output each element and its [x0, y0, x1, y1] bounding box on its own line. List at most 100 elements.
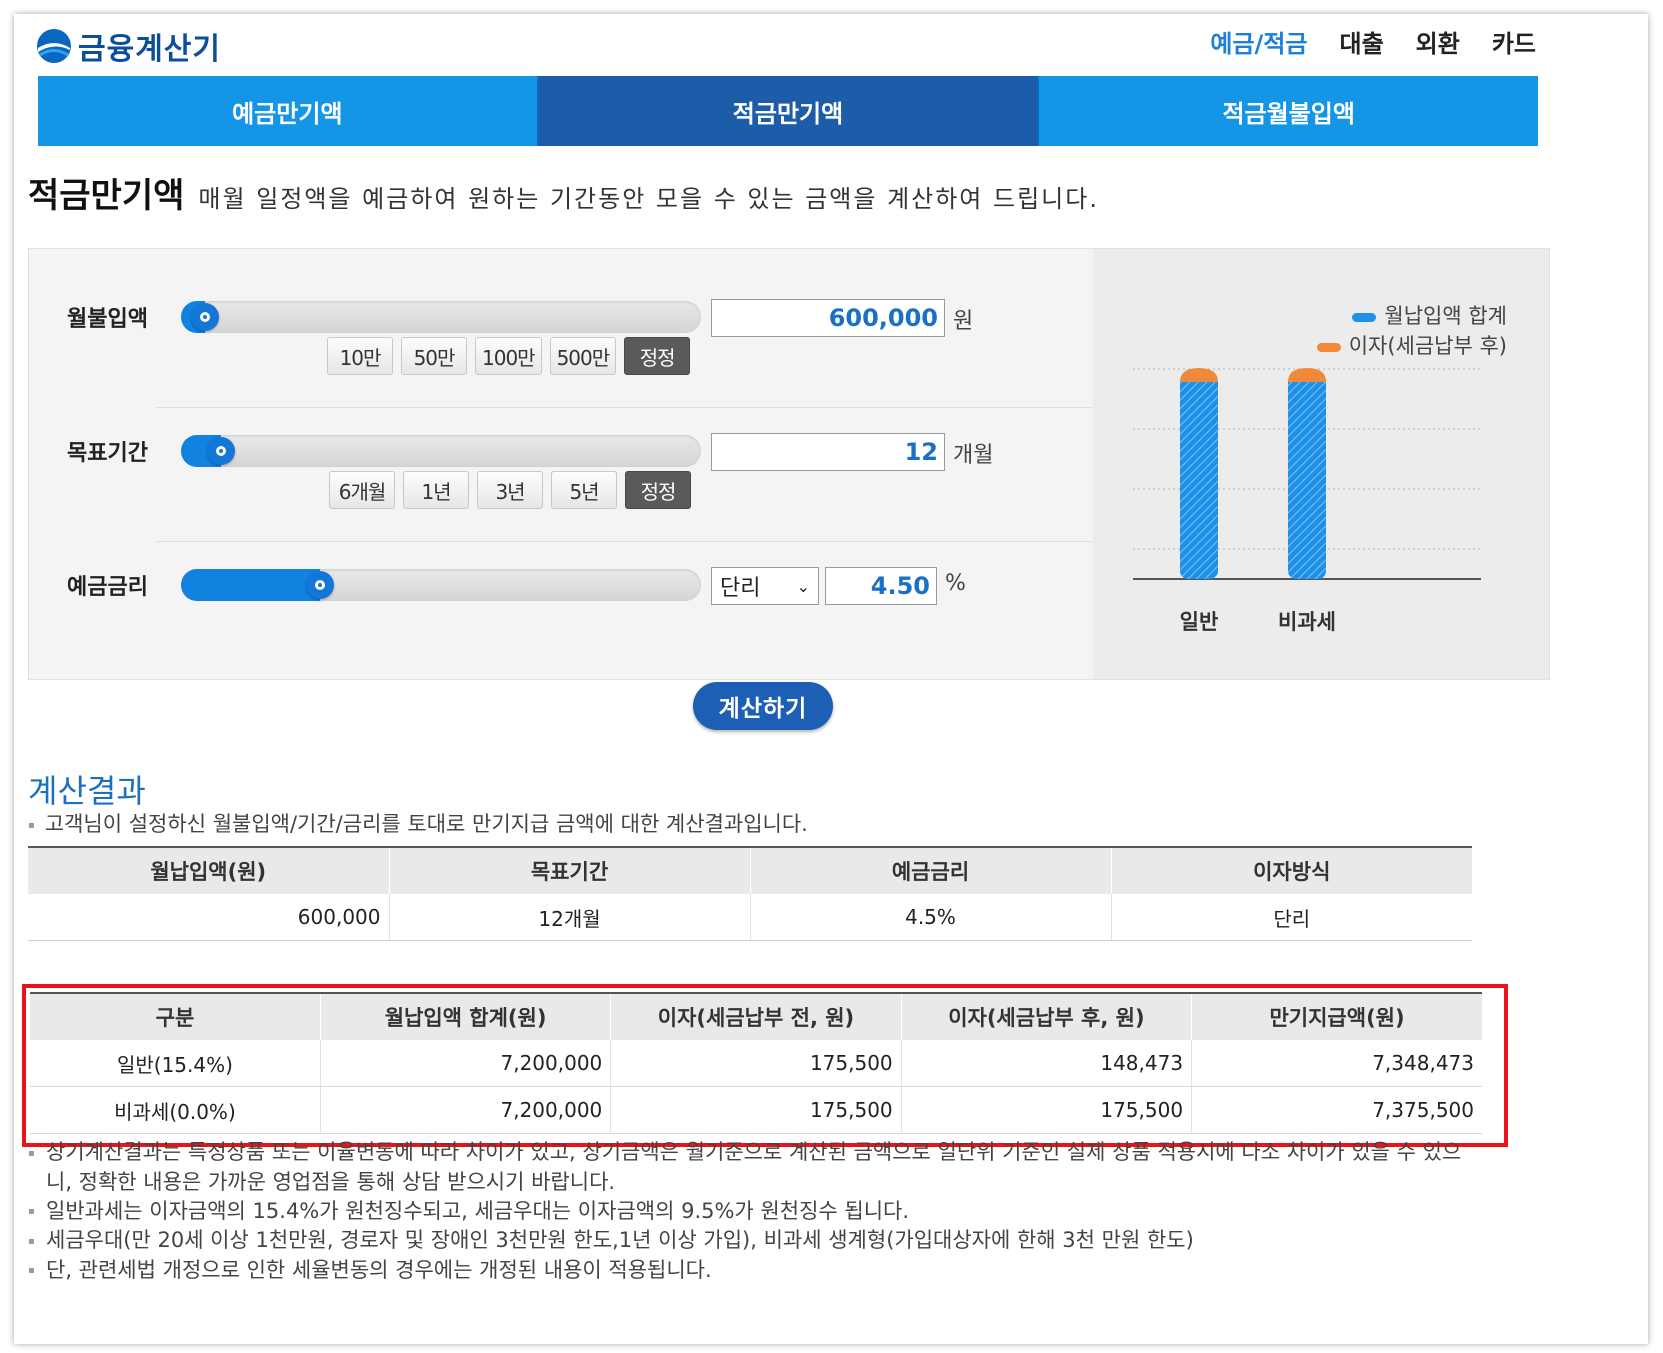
rate-label: 예금금리: [67, 575, 148, 600]
top-nav: 예금/적금 대출 외환 카드: [1210, 24, 1536, 59]
result-chart: 월납입액 합계 이자(세금납부 후) 일반 비과세: [1093, 249, 1549, 679]
row-divider: [155, 541, 1093, 542]
note-item: 단, 관련세법 개정으로 인한 세율변동의 경우에는 개정된 내용이 적용됩니다…: [28, 1256, 1468, 1286]
tab-savings-monthly[interactable]: 적금월불입액: [1039, 76, 1539, 146]
summary-row: 600,000 12개월 4.5% 단리: [28, 894, 1472, 941]
detail-header-cell: 이자(세금납부 전, 원): [610, 993, 902, 1040]
result-intro: 고객님이 설정하신 월불입액/기간/금리를 토대로 만기지급 금액에 대한 계산…: [28, 808, 808, 838]
logo-icon: [37, 29, 71, 63]
legend-item-principal: 월납입액 합계: [1317, 301, 1507, 331]
detail-interest-pre-cell: 175,500: [610, 1040, 902, 1087]
summary-header-cell: 예금금리: [749, 847, 1111, 894]
note-item: 상기계산결과는 특정상품 또는 이율변동에 따라 차이가 있고, 상기금액은 월…: [28, 1138, 1468, 1197]
nav-deposit-savings[interactable]: 예금/적금: [1210, 30, 1308, 58]
rate-slider-fill: [181, 569, 320, 601]
period-3y-button[interactable]: 3년: [477, 471, 543, 509]
period-label: 목표기간: [67, 441, 148, 466]
tab-deposit-maturity[interactable]: 예금만기액: [38, 76, 539, 146]
chart-category-label: 일반: [1180, 610, 1219, 634]
detail-header-cell: 구분: [30, 993, 321, 1040]
legend-swatch-principal: [1352, 312, 1377, 322]
detail-interest-pre-cell: 175,500: [610, 1086, 902, 1134]
summary-period-cell: 12개월: [388, 894, 750, 941]
page-frame: 금융계산기 예금/적금 대출 외환 카드 예금만기액 적금만기액 적금월불입액 …: [14, 14, 1648, 1344]
chart-plot: 일반 비과세: [1133, 367, 1481, 634]
rate-input[interactable]: 4.50: [825, 567, 937, 605]
legend-label-principal: 월납입액 합계: [1384, 304, 1507, 328]
add-5m-button[interactable]: 500만: [549, 337, 617, 375]
monthly-unit: 원: [953, 309, 974, 334]
detail-interest-post-cell: 175,500: [900, 1086, 1192, 1134]
calculator-tabs: 예금만기액 적금만기액 적금월불입액: [38, 76, 1539, 146]
detail-maturity-cell: 7,348,473: [1191, 1040, 1482, 1087]
bar-interest-0: [1180, 367, 1218, 382]
detail-category-cell: 일반(15.4%): [30, 1040, 321, 1087]
rate-unit: %: [945, 571, 966, 596]
bar-principal-0: [1180, 373, 1218, 579]
calculate-button[interactable]: 계산하기: [693, 682, 833, 730]
detail-principal-cell: 7,200,000: [319, 1086, 611, 1134]
highlight-box: [22, 984, 1508, 1147]
summary-header-cell: 목표기간: [388, 847, 750, 894]
nav-card[interactable]: 카드: [1491, 30, 1536, 58]
rate-slider[interactable]: [181, 569, 701, 601]
summary-header-row: 월납입액(원) 목표기간 예금금리 이자방식: [28, 847, 1472, 894]
page-heading: 적금만기액 매월 일정액을 예금하여 원하는 기간동안 모을 수 있는 금액을 …: [28, 168, 1099, 217]
detail-category-cell: 비과세(0.0%): [30, 1086, 321, 1134]
row-divider: [155, 407, 1093, 408]
detail-header-cell: 만기지급액(원): [1191, 993, 1482, 1040]
legend-swatch-interest: [1316, 342, 1341, 352]
legend-item-interest: 이자(세금납부 후): [1316, 331, 1507, 361]
detail-interest-post-cell: 148,473: [900, 1040, 1192, 1087]
rate-slider-handle[interactable]: [305, 571, 334, 599]
detail-table: 구분 월납입액 합계(원) 이자(세금납부 전, 원) 이자(세금납부 후, 원…: [30, 992, 1482, 1134]
period-1y-button[interactable]: 1년: [403, 471, 469, 509]
page-title: 적금만기액: [28, 176, 185, 216]
period-reset-button[interactable]: 정정: [625, 471, 691, 509]
bar-principal-1: [1288, 373, 1326, 579]
monthly-label: 월불입액: [67, 307, 148, 332]
summary-rate-cell: 4.5%: [749, 894, 1111, 941]
period-slider-handle[interactable]: [207, 437, 235, 465]
note-item: 일반과세는 이자금액의 15.4%가 원천징수되고, 세금우대는 이자금액의 9…: [28, 1197, 1468, 1227]
result-title: 계산결과: [28, 772, 146, 810]
monthly-quick-buttons: 10만 50만 100만 500만 정정: [327, 337, 691, 375]
detail-maturity-cell: 7,375,500: [1191, 1086, 1482, 1134]
summary-type-cell: 단리: [1110, 894, 1472, 941]
result-notes: 상기계산결과는 특정상품 또는 이율변동에 따라 차이가 있고, 상기금액은 월…: [28, 1138, 1468, 1285]
summary-header-cell: 이자방식: [1110, 847, 1472, 894]
note-item: 세금우대(만 20세 이상 1천만원, 경로자 및 장애인 3천만원 한도,1년…: [28, 1226, 1468, 1256]
monthly-amount-input[interactable]: 600,000: [711, 299, 945, 337]
monthly-slider-handle[interactable]: [191, 303, 220, 331]
chart-category-label: 비과세: [1278, 610, 1336, 634]
detail-header-cell: 이자(세금납부 후, 원): [900, 993, 1192, 1040]
period-input[interactable]: 12: [711, 433, 945, 471]
monthly-reset-button[interactable]: 정정: [624, 337, 691, 375]
period-5y-button[interactable]: 5년: [551, 471, 617, 509]
add-1m-button[interactable]: 100만: [475, 337, 542, 375]
period-slider[interactable]: [181, 435, 701, 467]
summary-monthly-cell: 600,000: [28, 894, 389, 941]
logo[interactable]: 금융계산기: [36, 26, 221, 67]
period-quick-buttons: 6개월 1년 3년 5년 정정: [329, 471, 691, 509]
period-unit: 개월: [953, 443, 994, 468]
detail-header-cell: 월납입액 합계(원): [319, 993, 611, 1040]
table-row: 비과세(0.0%) 7,200,000 175,500 175,500 7,37…: [30, 1086, 1482, 1134]
interest-type-value: 단리: [720, 576, 761, 601]
tab-savings-maturity[interactable]: 적금만기액: [538, 76, 1040, 146]
add-100k-button[interactable]: 10만: [327, 337, 393, 375]
bar-interest-1: [1288, 367, 1326, 382]
interest-type-select[interactable]: 단리 ⌄: [711, 567, 819, 605]
chevron-down-icon: ⌄: [796, 576, 810, 596]
nav-loan[interactable]: 대출: [1339, 30, 1384, 58]
detail-header-row: 구분 월납입액 합계(원) 이자(세금납부 전, 원) 이자(세금납부 후, 원…: [30, 993, 1482, 1040]
legend-label-interest: 이자(세금납부 후): [1348, 334, 1507, 358]
add-500k-button[interactable]: 50만: [401, 337, 467, 375]
chart-legend: 월납입액 합계 이자(세금납부 후): [1316, 301, 1507, 361]
nav-exchange[interactable]: 외환: [1415, 30, 1460, 58]
period-6m-button[interactable]: 6개월: [329, 471, 395, 509]
monthly-slider[interactable]: [181, 301, 701, 333]
table-row: 일반(15.4%) 7,200,000 175,500 148,473 7,34…: [30, 1040, 1482, 1087]
detail-principal-cell: 7,200,000: [319, 1040, 611, 1087]
page-description: 매월 일정액을 예금하여 원하는 기간동안 모을 수 있는 금액을 계산하여 드…: [198, 185, 1099, 213]
